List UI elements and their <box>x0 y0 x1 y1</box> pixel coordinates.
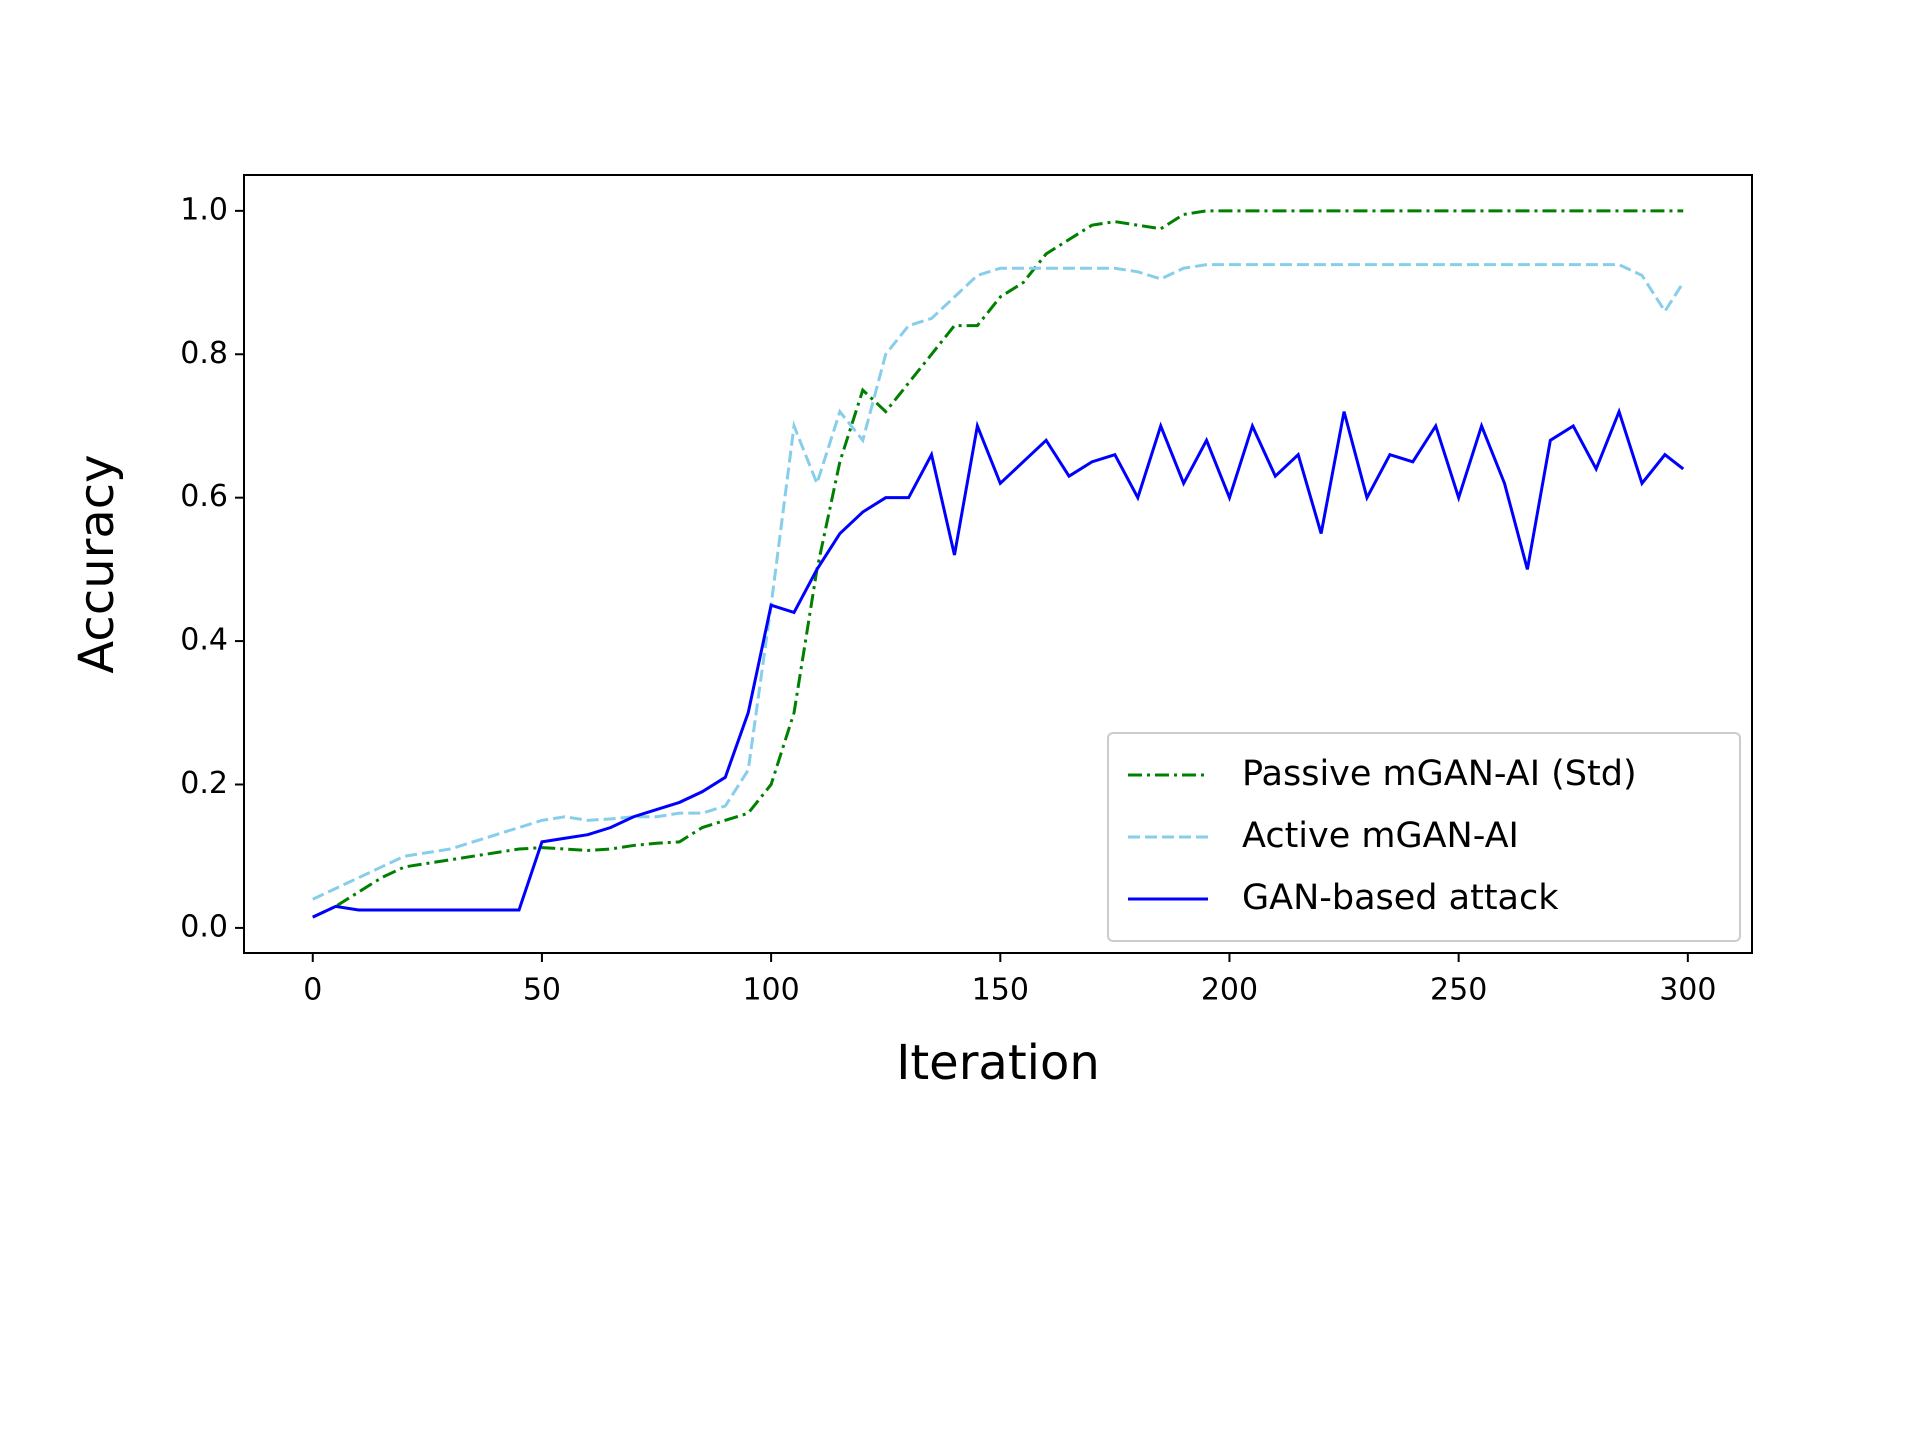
x-tick-label: 200 <box>1201 973 1258 1008</box>
x-tick-label: 300 <box>1659 973 1716 1008</box>
y-tick-label: 0.0 <box>180 909 228 944</box>
y-tick-label: 0.6 <box>180 479 228 514</box>
legend-label: GAN-based attack <box>1242 878 1559 918</box>
legend-label: Passive mGAN-AI (Std) <box>1242 754 1637 794</box>
y-tick-label: 0.2 <box>180 766 228 801</box>
x-axis-label: Iteration <box>896 1035 1100 1091</box>
y-tick-label: 0.8 <box>180 336 228 371</box>
legend-box <box>1107 732 1741 942</box>
x-tick-label: 250 <box>1430 973 1487 1008</box>
legend: Passive mGAN-AI (Std) Active mGAN-AI GAN-b… <box>1107 732 1741 942</box>
y-axis-label: Accuracy <box>69 454 125 673</box>
plot-frame <box>243 174 1753 954</box>
y-tick-label: 0.4 <box>180 623 228 658</box>
x-tick-label: 150 <box>972 973 1029 1008</box>
x-tick-label: 0 <box>303 973 322 1008</box>
legend-label: Active mGAN-AI <box>1242 816 1519 856</box>
y-tick-label: 1.0 <box>180 192 228 227</box>
x-tick-label: 100 <box>742 973 799 1008</box>
data-line <box>312 209 1684 919</box>
data-line <box>312 407 1685 919</box>
data-line <box>312 263 1685 901</box>
x-tick-label: 50 <box>523 973 561 1008</box>
